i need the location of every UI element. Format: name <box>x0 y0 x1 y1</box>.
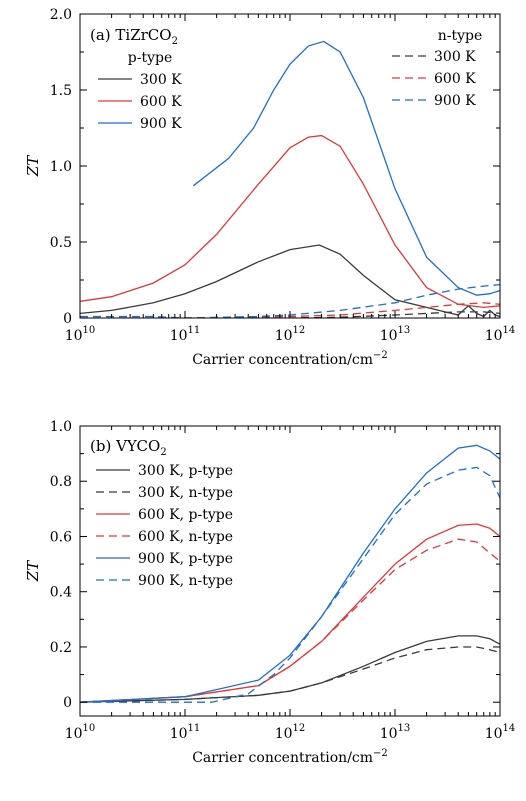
x-tick-label: 1014 <box>485 723 516 742</box>
legend-entry: 300 K, p-type <box>138 463 233 479</box>
panel-label: (b) VYCO2 <box>90 437 167 458</box>
y-tick-label: 0 <box>63 695 72 711</box>
series-line-1-1 <box>80 646 500 703</box>
y-tick-label: 0.2 <box>50 640 72 656</box>
legend-entry: 600 K, p-type <box>138 507 233 523</box>
x-axis-label: Carrier concentration/cm−2 <box>192 350 388 368</box>
legend-title: n-type <box>438 28 483 44</box>
y-axis-label: ZT <box>24 155 42 177</box>
y-tick-label: 0 <box>63 311 72 327</box>
series-line-0-4 <box>80 302 500 318</box>
legend-entry: 600 K <box>434 71 476 87</box>
x-tick-label: 1011 <box>170 723 201 742</box>
y-tick-label: 0.5 <box>50 235 72 251</box>
panel-label: (a) TiZrCO2 <box>90 26 178 47</box>
legend-entry: 600 K <box>140 94 182 110</box>
x-tick-label: 1010 <box>65 325 96 344</box>
y-axis-label: ZT <box>24 560 42 582</box>
series-line-1-4 <box>80 444 500 703</box>
y-tick-label: 0.6 <box>50 529 72 545</box>
legend-entry: 900 K <box>434 93 476 109</box>
x-tick-label: 1014 <box>485 325 516 344</box>
legend-entry: 900 K, p-type <box>138 551 233 567</box>
legend-entry: 900 K, n-type <box>138 573 233 589</box>
legend-entry: 300 K <box>140 72 182 88</box>
x-axis-label: Carrier concentration/cm−2 <box>192 748 388 766</box>
x-tick-label: 1012 <box>275 325 306 344</box>
x-tick-label: 1011 <box>170 325 201 344</box>
legend-entry: 900 K <box>140 116 182 132</box>
y-tick-label: 0.8 <box>50 474 72 490</box>
panel-b: 1010 1011 1012 1013 1014 0 0.2 0.4 0.6 0.8 1.0 Carr… <box>24 419 515 766</box>
y-tick-label: 1.0 <box>50 419 72 435</box>
series-line-1-0 <box>80 635 500 703</box>
series-line-0-0 <box>80 244 500 318</box>
x-tick-label: 1013 <box>380 325 411 344</box>
x-tick-label: 1010 <box>65 723 96 742</box>
x-tick-label: 1013 <box>380 723 411 742</box>
series-line-1-2 <box>80 523 500 703</box>
y-tick-label: 2.0 <box>50 7 72 23</box>
series-line-1-5 <box>80 466 500 703</box>
y-tick-label: 1.0 <box>50 159 72 175</box>
legend-title: p-type <box>128 50 172 66</box>
legend-entry: 300 K, n-type <box>138 485 233 501</box>
panel-a: 1010 1011 1012 1013 1014 0 0.5 1.0 1.5 2.0 Carrier… <box>24 7 515 368</box>
legend-entry: 300 K <box>434 49 476 65</box>
x-tick-label: 1012 <box>275 723 306 742</box>
series-line-0-1 <box>80 134 500 309</box>
y-tick-label: 0.4 <box>50 585 72 601</box>
y-tick-label: 1.5 <box>50 83 72 99</box>
series-line-0-2 <box>192 40 500 296</box>
legend-entry: 600 K, n-type <box>138 529 233 545</box>
